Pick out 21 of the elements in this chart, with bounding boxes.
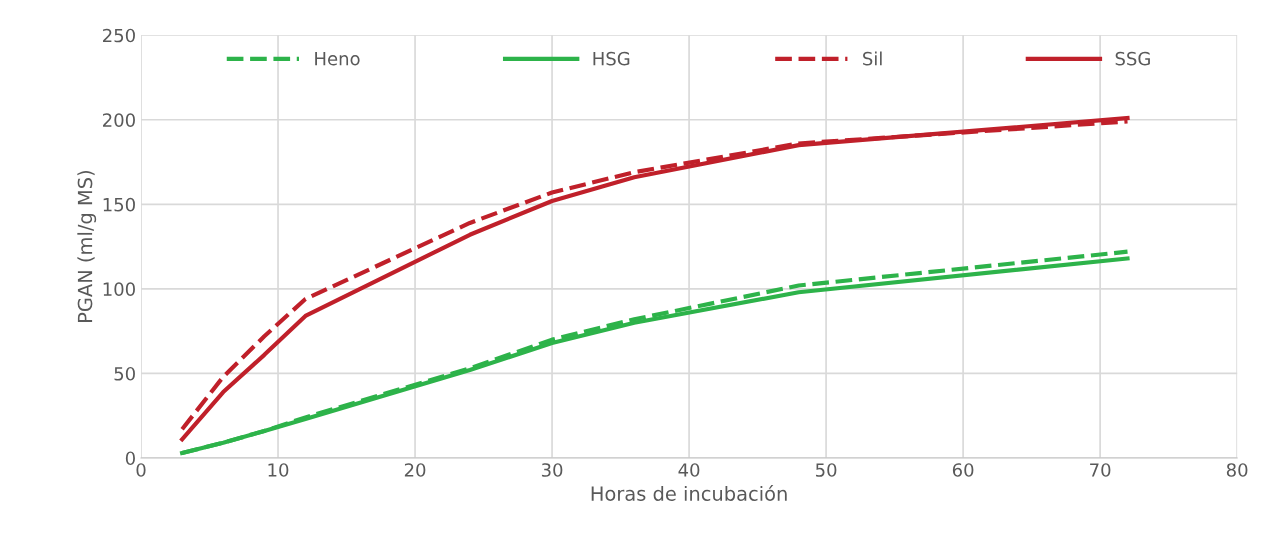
- x-tick-label: 30: [541, 463, 563, 477]
- y-tick-label: 0: [125, 451, 135, 466]
- x-tick-label: 10: [268, 463, 289, 477]
- y-tick-label: 150: [103, 197, 135, 212]
- y-tick-label: 100: [103, 282, 135, 296]
- x-tick-label: 20: [404, 463, 426, 477]
- x-tick-label: 50: [815, 463, 837, 477]
- y-tick-label: 250: [103, 28, 135, 43]
- x-tick-label: 0: [136, 463, 146, 477]
- x-tick-label: 70: [1090, 463, 1111, 477]
- x-tick-label: 40: [678, 463, 700, 477]
- legend-label: HSG: [593, 51, 630, 66]
- legend-label: Heno: [315, 52, 360, 66]
- y-tick-label: 200: [103, 113, 135, 127]
- x-axis-title: Horas de incubación: [591, 485, 787, 501]
- legend-label: Sil: [863, 51, 882, 66]
- legend-label: SSG: [1115, 51, 1150, 66]
- y-tick-label: 50: [114, 366, 135, 381]
- y-axis-title: PGAN (ml/g MS): [77, 171, 97, 322]
- x-tick-label: 60: [952, 463, 974, 477]
- x-tick-label: 80: [1226, 463, 1248, 477]
